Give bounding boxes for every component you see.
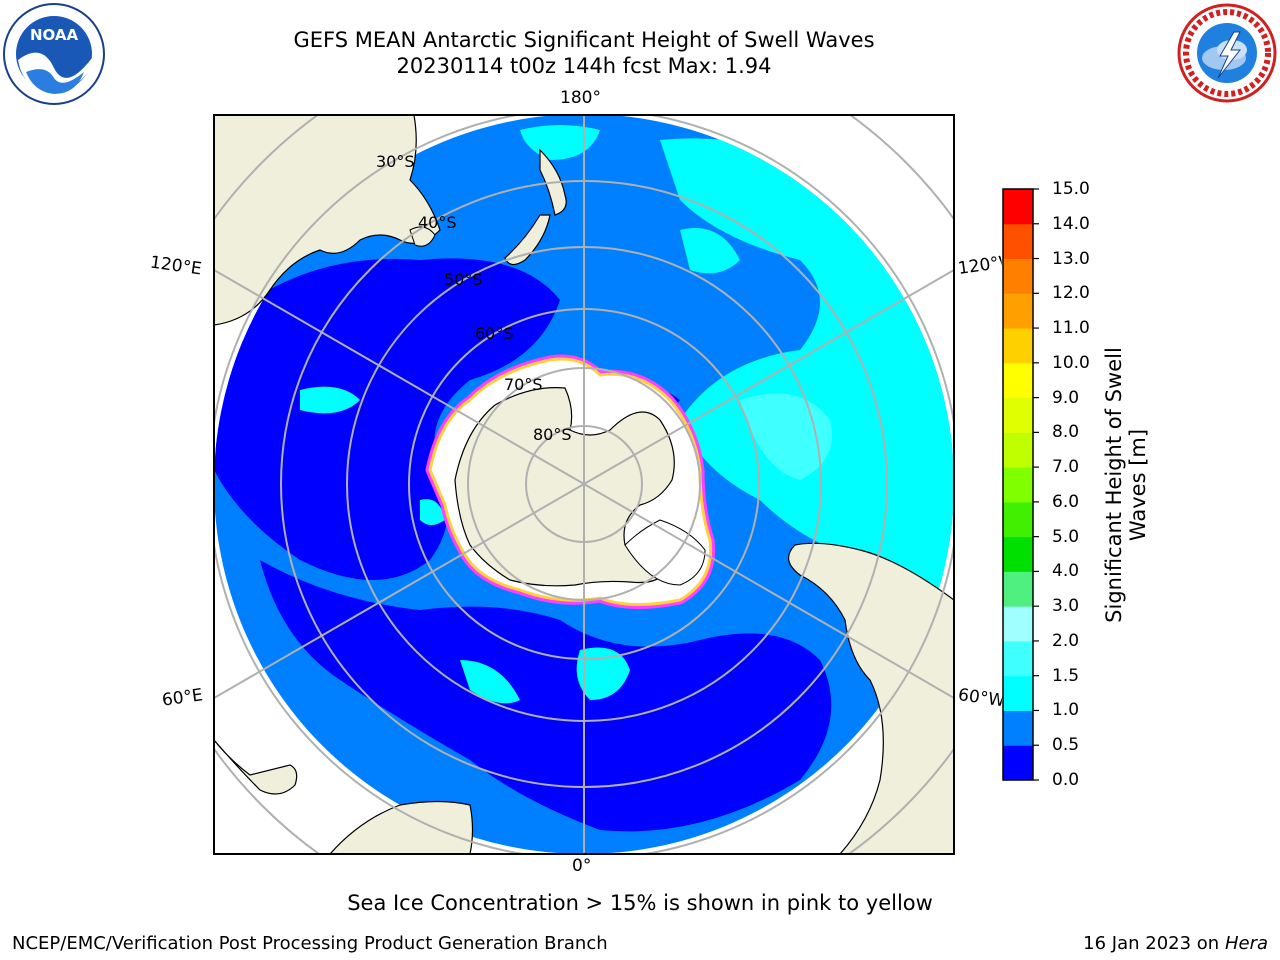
colorbar-tick-label: 8.0 <box>1052 422 1080 443</box>
colorbar-bin <box>1003 675 1033 711</box>
low-swell-region <box>260 560 832 832</box>
lat-label-40s: 40°S <box>418 213 457 232</box>
colorbar-bin <box>1003 536 1033 572</box>
africa-land <box>329 800 474 854</box>
chart-subtitle: 20230114 t00z 144h fcst Max: 1.94 <box>396 54 772 78</box>
footer-machine: Hera <box>1224 933 1268 954</box>
graticule <box>214 115 954 854</box>
colorbar-bin <box>1003 501 1033 538</box>
colorbar-bin <box>1003 571 1033 607</box>
colorbar-bin <box>1003 467 1033 503</box>
chart-title: GEFS MEAN Antarctic Significant Height o… <box>293 28 875 52</box>
colorbar-bin <box>1003 189 1033 225</box>
colorbar <box>1003 188 1039 781</box>
colorbar-tick-label: 12.0 <box>1052 283 1090 304</box>
lat-label-50s: 50°S <box>444 270 483 289</box>
colorbar-bin <box>1003 223 1033 260</box>
colorbar-frame <box>1002 188 1034 781</box>
colorbar-bin <box>1003 258 1033 294</box>
sea-ice-footnote: Sea Ice Concentration > 15% is shown in … <box>347 891 933 915</box>
lon-label-180: 180° <box>560 88 601 108</box>
footer-date: 16 Jan 2023 on Hera <box>1083 933 1268 954</box>
colorbar-tick-label: 14.0 <box>1052 213 1090 234</box>
map-frame <box>213 114 955 855</box>
lat-label-60s: 60°S <box>475 324 514 343</box>
lat-label-30s: 30°S <box>376 152 415 171</box>
colorbar-tick-label: 15.0 <box>1052 179 1090 199</box>
colorbar-bin <box>1003 397 1033 433</box>
colorbar-tick-label: 1.0 <box>1052 700 1080 721</box>
low-swell-region <box>214 258 560 580</box>
colorbar-tick-label: 2.0 <box>1052 630 1080 651</box>
colorbar-bin <box>1003 606 1033 642</box>
lat-label-70s: 70°S <box>504 375 543 394</box>
lat-label-80s: 80°S <box>533 425 572 444</box>
colorbar-bin <box>1003 328 1033 364</box>
colorbar-tick-label: 11.0 <box>1052 318 1090 339</box>
colorbar-bin <box>1003 710 1033 746</box>
south-america-land <box>788 542 954 854</box>
colorbar-tick-label: 7.0 <box>1052 457 1080 478</box>
colorbar-tick-label: 10.0 <box>1052 352 1090 373</box>
colorbar-tick-label: 4.0 <box>1052 561 1080 582</box>
colorbar-tick-label: 3.0 <box>1052 596 1080 617</box>
colorbar-bin <box>1003 362 1033 399</box>
colorbar-label: Significant Height of Swell Waves [m] <box>1102 347 1150 623</box>
colorbar-tick-label: 5.0 <box>1052 526 1080 547</box>
colorbar-tick-label: 0.5 <box>1052 735 1080 756</box>
colorbar-tick-label: 9.0 <box>1052 387 1080 408</box>
noaa-logo-text: NOAA <box>30 26 79 44</box>
colorbar-tick-label: 1.5 <box>1052 665 1080 686</box>
lon-label-0: 0° <box>572 856 592 876</box>
colorbar-bin <box>1003 293 1033 329</box>
colorbar-tick-label: 13.0 <box>1052 248 1090 269</box>
footer-credit: NCEP/EMC/Verification Post Processing Pr… <box>12 933 608 954</box>
colorbar-bin <box>1003 745 1033 781</box>
colorbar-tick-label: 6.0 <box>1052 491 1080 512</box>
nws-logo <box>1177 3 1277 103</box>
noaa-logo: NOAA <box>3 3 105 105</box>
colorbar-tick-label: 0.0 <box>1052 770 1080 790</box>
colorbar-bin <box>1003 432 1033 468</box>
colorbar-bin <box>1003 640 1033 677</box>
